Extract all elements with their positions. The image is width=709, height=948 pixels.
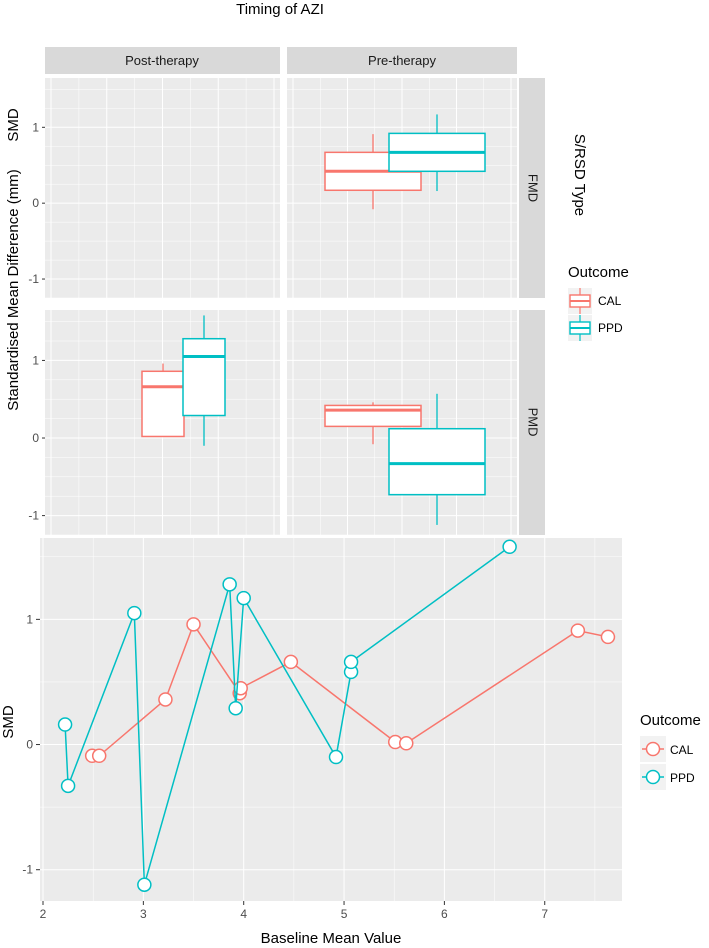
y-tick-label: 1 xyxy=(26,612,33,626)
series-point-ppd xyxy=(60,778,76,794)
strip-post-therapy xyxy=(45,47,280,74)
legend-bottom-key-cal xyxy=(640,736,666,762)
box-body xyxy=(182,337,226,417)
series-point-ppd xyxy=(228,700,243,716)
bottom-y-axis-title: SMD xyxy=(0,705,17,739)
chart-title: Timing of AZI xyxy=(236,1,324,18)
legend-top: CAL PPD xyxy=(568,288,623,341)
series-point-ppd xyxy=(57,717,73,732)
series-point-ppd xyxy=(502,539,517,555)
line-axes: 2 3 4 5 6 7 -1 0 1 xyxy=(22,612,548,921)
series-point-ppd xyxy=(222,577,237,592)
strip-label-fmd: FMD xyxy=(526,174,541,202)
x-tick-label: 2 xyxy=(40,907,47,921)
strip-label-post-therapy: Post-therapy xyxy=(125,53,199,68)
y-tick-label: 0 xyxy=(26,738,33,752)
legend-top-label-cal: CAL xyxy=(598,294,622,308)
x-tick-label: 5 xyxy=(341,907,348,921)
box-cal-post-therapy-pmd xyxy=(141,363,185,438)
box-body xyxy=(141,370,185,438)
strip-pmd xyxy=(519,310,545,535)
y-tick-label: 0 xyxy=(32,196,39,210)
legend-top-label-ppd: PPD xyxy=(598,321,623,335)
legend-top-key-ppd xyxy=(568,315,592,341)
legend-bottom: CAL PPD xyxy=(640,736,695,790)
x-tick-label: 7 xyxy=(541,907,548,921)
box-ppd-pre-therapy-pmd xyxy=(388,393,486,525)
strip-label-pre-therapy: Pre-therapy xyxy=(368,53,436,68)
strip-pre-therapy xyxy=(287,47,517,74)
line-series xyxy=(57,539,616,892)
x-tick-label: 6 xyxy=(441,907,448,921)
y-tick-label: 0 xyxy=(32,431,39,445)
series-point-cal xyxy=(399,736,414,751)
x-tick-label: 4 xyxy=(240,907,247,921)
bottom-x-axis-title: Baseline Mean Value xyxy=(261,930,402,947)
series-point-ppd xyxy=(343,654,359,670)
legend-bottom-key-ppd xyxy=(640,764,666,790)
legend-title-bottom: Outcome xyxy=(640,712,701,729)
box-ppd-pre-therapy-fmd xyxy=(388,114,486,192)
series-point-cal xyxy=(600,629,616,645)
top-y-axis-short-title: SMD xyxy=(5,108,22,142)
series-point-ppd xyxy=(127,605,142,621)
series-point-cal xyxy=(91,748,107,764)
legend-top-key-cal xyxy=(568,288,592,314)
legend-bottom-label-ppd: PPD xyxy=(670,771,695,785)
y-tick-label: -1 xyxy=(22,863,33,877)
series-point-ppd xyxy=(328,749,344,765)
series-point-ppd xyxy=(236,590,251,606)
box-body xyxy=(388,427,486,496)
box-cal-pre-therapy-pmd xyxy=(324,402,422,445)
facet-panels: -1 0 1 -1 0 1 xyxy=(28,78,517,536)
legend-title-top: Outcome xyxy=(568,264,629,281)
series-point-cal xyxy=(186,617,201,632)
legend-key-point xyxy=(645,769,661,785)
y-tick-label: 1 xyxy=(32,353,39,367)
series-point-cal xyxy=(283,654,299,670)
line-panel-background xyxy=(40,538,622,901)
line-grid xyxy=(40,538,622,901)
y-tick-label: -1 xyxy=(28,509,39,523)
series-point-cal xyxy=(570,623,586,638)
strip-fmd xyxy=(519,78,545,298)
strip-label-pmd: PMD xyxy=(526,408,541,437)
y-tick-label: 1 xyxy=(32,120,39,134)
legend-bottom-label-cal: CAL xyxy=(670,743,694,757)
series-point-cal xyxy=(158,692,173,707)
box-ppd-post-therapy-pmd xyxy=(182,315,226,446)
facet-row-title: S/RSD Type xyxy=(571,134,588,216)
legend-key-point xyxy=(645,741,661,757)
top-y-axis-title: Standardised Mean Difference (mm) xyxy=(5,169,22,411)
box-body xyxy=(324,404,422,428)
y-tick-label: -1 xyxy=(28,272,39,286)
series-point-ppd xyxy=(137,877,152,892)
x-tick-label: 3 xyxy=(140,907,147,921)
